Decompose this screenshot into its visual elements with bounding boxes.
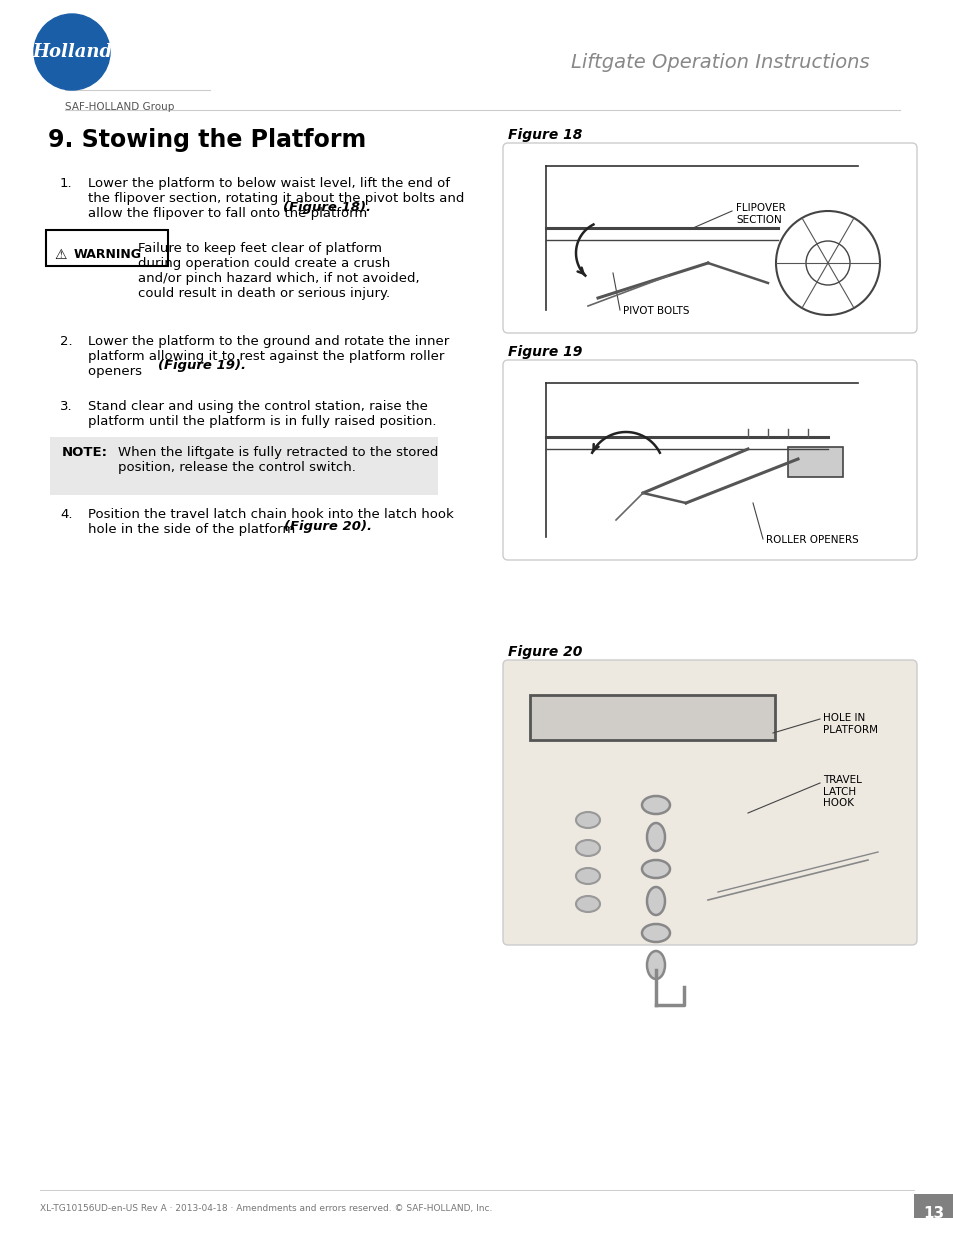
Text: Figure 20: Figure 20 xyxy=(507,645,581,659)
Ellipse shape xyxy=(641,860,669,878)
Text: Holland: Holland xyxy=(31,43,112,61)
Text: Stand clear and using the control station, raise the
platform until the platform: Stand clear and using the control statio… xyxy=(88,400,436,429)
Text: (Figure 20).: (Figure 20). xyxy=(284,520,372,534)
Circle shape xyxy=(34,14,110,90)
Bar xyxy=(787,447,842,477)
Ellipse shape xyxy=(641,797,669,814)
FancyBboxPatch shape xyxy=(50,437,437,495)
Text: When the liftgate is fully retracted to the stored
position, release the control: When the liftgate is fully retracted to … xyxy=(118,446,438,474)
FancyBboxPatch shape xyxy=(502,359,916,559)
Ellipse shape xyxy=(576,811,599,827)
FancyBboxPatch shape xyxy=(46,230,168,266)
Text: Liftgate Operation Instructions: Liftgate Operation Instructions xyxy=(571,53,869,72)
Text: ROLLER OPENERS: ROLLER OPENERS xyxy=(765,535,858,545)
Ellipse shape xyxy=(646,951,664,979)
Text: ®: ® xyxy=(101,77,109,83)
Text: 2.: 2. xyxy=(60,335,72,348)
Bar xyxy=(913,1194,953,1218)
Text: WARNING: WARNING xyxy=(74,248,142,261)
Ellipse shape xyxy=(646,823,664,851)
Ellipse shape xyxy=(576,840,599,856)
Text: 1.: 1. xyxy=(60,177,72,190)
Text: 13: 13 xyxy=(923,1207,943,1221)
Text: Lower the platform to the ground and rotate the inner
platform allowing it to re: Lower the platform to the ground and rot… xyxy=(88,335,449,378)
Text: 3.: 3. xyxy=(60,400,72,412)
Text: Figure 19: Figure 19 xyxy=(507,345,581,359)
Text: HOLE IN
PLATFORM: HOLE IN PLATFORM xyxy=(822,713,877,735)
Text: XL-TG10156UD-en-US Rev A · 2013-04-18 · Amendments and errors reserved. © SAF-HO: XL-TG10156UD-en-US Rev A · 2013-04-18 · … xyxy=(40,1204,492,1213)
FancyBboxPatch shape xyxy=(502,143,916,333)
Text: FLIPOVER
SECTION: FLIPOVER SECTION xyxy=(735,203,785,225)
Text: Lower the platform to below waist level, lift the end of
the flipover section, r: Lower the platform to below waist level,… xyxy=(88,177,464,220)
Text: 9. Stowing the Platform: 9. Stowing the Platform xyxy=(48,128,366,152)
FancyBboxPatch shape xyxy=(502,659,916,945)
Text: Failure to keep feet clear of platform
during operation could create a crush
and: Failure to keep feet clear of platform d… xyxy=(138,242,419,300)
Circle shape xyxy=(775,211,879,315)
Text: NOTE:: NOTE: xyxy=(62,446,108,459)
Text: SAF-HOLLAND Group: SAF-HOLLAND Group xyxy=(65,103,174,112)
Ellipse shape xyxy=(576,897,599,911)
Ellipse shape xyxy=(646,887,664,915)
Text: Figure 18: Figure 18 xyxy=(507,128,581,142)
Text: ⚠: ⚠ xyxy=(54,248,67,262)
Bar xyxy=(530,695,774,740)
Text: (Figure 19).: (Figure 19). xyxy=(158,359,246,372)
Text: PIVOT BOLTS: PIVOT BOLTS xyxy=(622,306,689,316)
Text: TRAVEL
LATCH
HOOK: TRAVEL LATCH HOOK xyxy=(822,776,861,808)
Circle shape xyxy=(805,241,849,285)
Ellipse shape xyxy=(641,924,669,942)
Text: (Figure 18).: (Figure 18). xyxy=(283,201,371,214)
Text: 4.: 4. xyxy=(60,508,72,521)
Ellipse shape xyxy=(576,868,599,884)
Text: Position the travel latch chain hook into the latch hook
hole in the side of the: Position the travel latch chain hook int… xyxy=(88,508,454,536)
